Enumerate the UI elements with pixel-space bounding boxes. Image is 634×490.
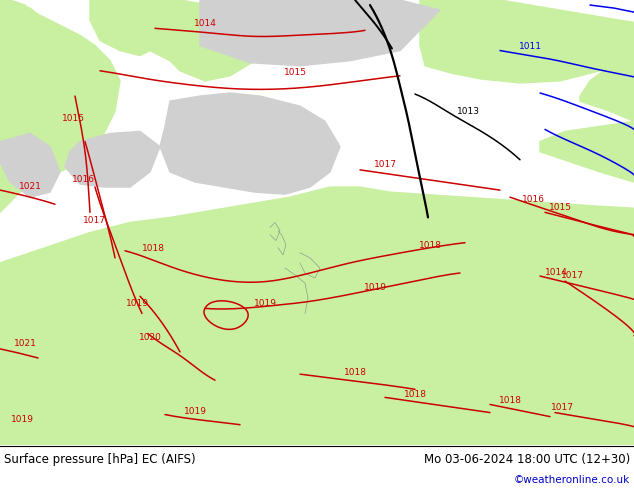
Polygon shape [540, 122, 634, 182]
Text: 1011: 1011 [519, 42, 541, 51]
Text: 1014: 1014 [193, 19, 216, 28]
Polygon shape [0, 187, 634, 445]
Text: 1019: 1019 [126, 299, 148, 308]
Text: 1018: 1018 [498, 396, 522, 405]
Polygon shape [0, 86, 55, 126]
Text: 1018: 1018 [141, 244, 164, 253]
Text: 1018: 1018 [344, 368, 366, 377]
Polygon shape [0, 0, 120, 212]
Polygon shape [0, 133, 60, 197]
Polygon shape [160, 93, 340, 194]
Text: 1021: 1021 [13, 339, 36, 348]
Text: 1019: 1019 [183, 407, 207, 416]
Polygon shape [65, 131, 160, 187]
Polygon shape [580, 61, 634, 122]
Text: 1019: 1019 [11, 415, 34, 424]
Text: 1017: 1017 [550, 403, 574, 412]
Text: 1021: 1021 [18, 182, 41, 191]
Text: 1015: 1015 [283, 68, 306, 77]
Text: 1015: 1015 [548, 203, 571, 212]
Polygon shape [420, 0, 634, 83]
Polygon shape [200, 0, 440, 66]
Text: 1019: 1019 [363, 283, 387, 292]
Text: 1017: 1017 [82, 216, 105, 225]
Text: 1019: 1019 [254, 299, 276, 308]
Polygon shape [155, 10, 270, 81]
Polygon shape [0, 0, 35, 30]
Text: Mo 03-06-2024 18:00 UTC (12+30): Mo 03-06-2024 18:00 UTC (12+30) [424, 453, 630, 466]
Text: 1018: 1018 [403, 390, 427, 399]
Text: ©weatheronline.co.uk: ©weatheronline.co.uk [514, 475, 630, 485]
Text: 1016: 1016 [522, 195, 545, 204]
Text: 1015: 1015 [61, 114, 84, 123]
Text: Surface pressure [hPa] EC (AIFS): Surface pressure [hPa] EC (AIFS) [4, 453, 196, 466]
Text: 1013: 1013 [456, 107, 479, 116]
Text: 1017: 1017 [373, 160, 396, 170]
Polygon shape [140, 0, 230, 61]
Text: 1017: 1017 [560, 270, 583, 279]
Text: 1016: 1016 [72, 175, 94, 185]
Text: 1020: 1020 [139, 333, 162, 342]
Text: 1014: 1014 [545, 268, 567, 276]
Polygon shape [0, 46, 70, 96]
Polygon shape [0, 0, 60, 50]
Text: 1018: 1018 [418, 241, 441, 250]
Polygon shape [90, 0, 175, 56]
